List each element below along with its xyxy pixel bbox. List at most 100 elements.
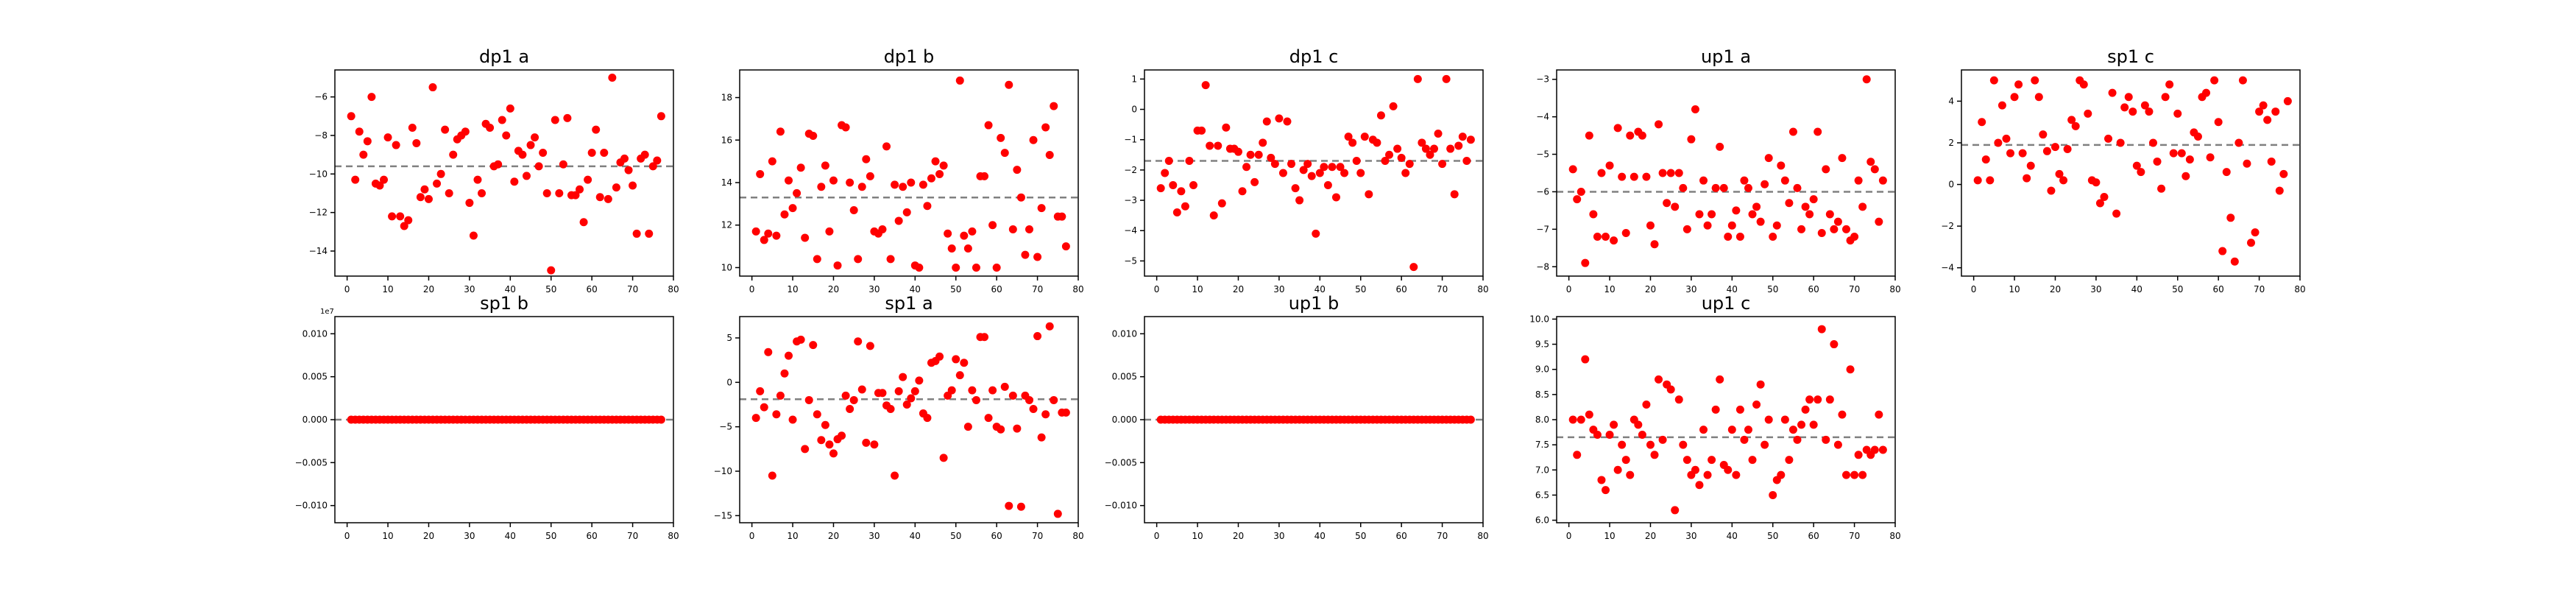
data-point	[1050, 102, 1058, 110]
data-point	[1735, 405, 1744, 414]
data-point	[1711, 405, 1720, 414]
data-point	[1585, 410, 1593, 419]
data-point	[1695, 210, 1704, 219]
data-point	[923, 414, 932, 423]
data-point	[1605, 430, 1614, 439]
data-point	[506, 104, 514, 113]
data-point	[809, 131, 818, 140]
data-point	[2124, 93, 2133, 102]
panel-sp1-b: sp1 b 0 10 20 30 40 50 60 70 80 −0.010 −0.005 0.000 0…	[295, 293, 679, 541]
data-point	[760, 403, 768, 412]
x-tick-label: 70	[1032, 284, 1043, 294]
data-point	[2039, 130, 2048, 139]
data-point	[1381, 157, 1390, 166]
data-point	[449, 150, 458, 159]
data-point	[1356, 169, 1365, 177]
data-point	[1050, 395, 1058, 404]
data-point	[531, 133, 539, 142]
y-tick-label: −4	[1536, 112, 1549, 122]
data-point	[1385, 150, 1394, 159]
data-point	[2132, 161, 2141, 170]
data-point	[1626, 470, 1635, 479]
data-point	[1642, 401, 1651, 409]
data-point	[1814, 127, 1822, 136]
data-point	[436, 169, 445, 178]
x-tick-label: 20	[1233, 284, 1244, 294]
y-tick-label: 0.005	[302, 372, 328, 382]
data-point	[2169, 149, 2178, 158]
data-point	[1605, 161, 1614, 170]
data-point	[400, 222, 408, 230]
data-point	[1618, 172, 1627, 181]
x-tick-label: 40	[910, 284, 921, 294]
x-tick-label: 40	[1314, 284, 1326, 294]
x-tick-label: 20	[1233, 531, 1244, 541]
data-point	[1033, 253, 1042, 261]
x-tick-label: 50	[1767, 284, 1778, 294]
x-tick-label: 60	[991, 531, 1002, 541]
data-point	[1000, 149, 1009, 158]
data-point	[1846, 365, 1855, 374]
data-point	[498, 116, 506, 124]
data-point	[433, 179, 442, 188]
data-point	[1716, 142, 1724, 151]
panel-title: dp1 c	[1289, 46, 1339, 67]
data-point	[972, 263, 980, 272]
data-point	[1299, 166, 1308, 174]
data-point	[1858, 470, 1867, 479]
data-point	[441, 125, 450, 134]
data-point	[751, 414, 760, 423]
data-point	[1185, 157, 1194, 166]
y-tick-label: 0	[1131, 105, 1137, 115]
data-point	[1666, 385, 1675, 394]
data-point	[1822, 165, 1830, 174]
x-tick-label: 10	[787, 284, 798, 294]
data-point	[1797, 420, 1806, 429]
data-point	[1642, 172, 1651, 181]
x-tick-label: 20	[828, 284, 839, 294]
data-point	[1214, 141, 1222, 150]
data-point	[1646, 440, 1655, 449]
data-point	[1761, 180, 1769, 188]
data-point	[1033, 332, 1042, 341]
y-tick-label: 0.000	[1112, 415, 1137, 425]
panel-title: up1 a	[1701, 46, 1751, 67]
y-tick-label: −3	[1536, 74, 1549, 85]
y-tick-label: 0	[726, 377, 732, 387]
data-point	[1005, 80, 1013, 89]
data-point	[838, 431, 846, 440]
x-tick-label: 0	[344, 284, 350, 294]
data-point	[1340, 169, 1349, 177]
panel-dp1-a: dp1 a 0 10 20 30 40 50 60 70 80 −14 −12 −10 −8 −6	[309, 46, 679, 294]
data-point	[1655, 120, 1663, 129]
data-point	[1209, 211, 1218, 220]
axes-frame	[739, 316, 1079, 523]
x-tick-label: 60	[1808, 284, 1819, 294]
data-point	[793, 188, 802, 197]
data-point	[2023, 174, 2031, 183]
data-point	[1426, 150, 1434, 159]
data-point	[1315, 169, 1324, 177]
data-point	[878, 225, 887, 233]
x-tick-label: 80	[1889, 284, 1900, 294]
data-point	[846, 405, 854, 414]
data-point	[1854, 451, 1863, 459]
data-point	[988, 221, 997, 230]
data-point	[1785, 199, 1794, 208]
data-point	[935, 352, 944, 361]
data-point	[1577, 187, 1585, 196]
y-tick-label: −5	[1124, 255, 1137, 266]
data-point	[1646, 221, 1655, 230]
data-point	[1254, 150, 1263, 159]
data-point	[1998, 101, 2006, 110]
axes-frame	[334, 69, 674, 277]
data-point	[821, 420, 829, 429]
y-tick-label: −12	[309, 208, 328, 218]
y-tick-label: 2	[1948, 138, 1954, 148]
y-tick-label: 9.5	[1535, 339, 1549, 350]
data-point	[968, 386, 977, 395]
data-point	[955, 76, 964, 85]
data-point	[1270, 160, 1279, 169]
data-point	[1331, 193, 1340, 202]
x-tick-label: 10	[1192, 284, 1203, 294]
